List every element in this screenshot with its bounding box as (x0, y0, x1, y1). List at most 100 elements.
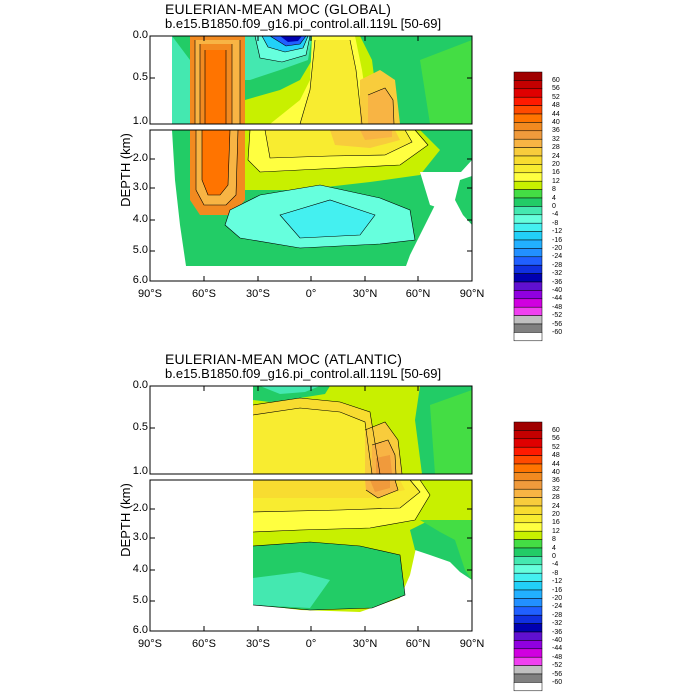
colorbar-level-label: -16 (552, 236, 563, 244)
colorbar-level-label: -48 (552, 653, 563, 661)
x-tick-label: 0° (305, 638, 317, 650)
colorbar-level-label: 12 (552, 527, 560, 535)
colorbar-level-label: 0 (552, 202, 556, 210)
colorbar-swatch (513, 71, 543, 81)
colorbar-level-label: 28 (552, 144, 560, 152)
colorbar-swatch (513, 673, 543, 683)
y-tick-label: 6.0 (132, 274, 148, 286)
colorbar-swatch (513, 497, 543, 507)
colorbar-swatch (513, 623, 543, 633)
moc-contour-plot (149, 35, 473, 282)
colorbar-swatch (513, 430, 543, 440)
panel-global: EULERIAN-MEAN MOC (GLOBAL) b.e15.B1850.f… (118, 1, 563, 342)
y-tick-label: 1.0 (132, 465, 148, 477)
y-tick-label: 4.0 (132, 563, 148, 575)
colorbar-swatch (513, 113, 543, 123)
y-tick-label: 3.0 (132, 181, 148, 193)
lower-field (172, 130, 472, 266)
colorbar-level-label: 4 (552, 544, 556, 552)
colorbar-swatch (513, 682, 543, 692)
colorbar-level-label: -52 (552, 662, 563, 670)
y-tick-label: 2.0 (132, 152, 148, 164)
colorbar-swatch (513, 122, 543, 132)
y-tick-label: 3.0 (132, 531, 148, 543)
colorbar-level-label: -4 (552, 211, 559, 219)
colorbar-swatch (513, 522, 543, 532)
colorbar-level-label: 48 (552, 452, 560, 460)
colorbar-level-label: 40 (552, 468, 560, 476)
colorbar-level-label: 20 (552, 160, 560, 168)
colorbar (513, 71, 543, 342)
colorbar-level-label: 32 (552, 485, 560, 493)
y-tick-label: 5.0 (132, 594, 148, 606)
colorbar-level-label: 52 (552, 443, 560, 451)
colorbar-swatch (513, 488, 543, 498)
x-tick-label: 30°N (352, 638, 378, 650)
colorbar-swatch (513, 147, 543, 157)
y-tick-label: 0.0 (132, 29, 148, 41)
colorbar-level-label: -24 (552, 253, 563, 261)
colorbar-swatch (513, 455, 543, 465)
chart-title: EULERIAN-MEAN MOC (GLOBAL) (165, 1, 392, 17)
colorbar-swatch (513, 264, 543, 274)
colorbar-level-label: -16 (552, 586, 563, 594)
colorbar-swatch (513, 298, 543, 308)
x-tick-label: 0° (305, 288, 317, 300)
colorbar-level-label: 32 (552, 135, 560, 143)
y-tick-label: 4.0 (132, 213, 148, 225)
colorbar-swatch (513, 80, 543, 90)
colorbar-level-label: 4 (552, 194, 556, 202)
y-tick-label: 2.0 (132, 502, 148, 514)
x-tick-label: 90°N (459, 638, 485, 650)
colorbar-level-label: -60 (552, 328, 563, 336)
colorbar-level-label: -32 (552, 620, 563, 628)
colorbar-level-label: -8 (552, 569, 559, 577)
x-tick-label: 90°N (459, 288, 485, 300)
colorbar-swatch (513, 581, 543, 591)
upper-field (172, 36, 472, 124)
x-tick-label: 60°N (405, 638, 431, 650)
colorbar-swatch (513, 306, 543, 316)
panel-atlantic: EULERIAN-MEAN MOC (ATLANTIC) b.e15.B1850… (0, 350, 700, 700)
colorbar-swatch (513, 614, 543, 624)
colorbar-swatch (513, 514, 543, 524)
x-tick-label: 30°N (352, 288, 378, 300)
colorbar-swatch (513, 164, 543, 174)
colorbar-level-label: 52 (552, 93, 560, 101)
colorbar-swatch (513, 421, 543, 431)
colorbar-level-label: 36 (552, 477, 560, 485)
colorbar-level-label: -20 (552, 244, 563, 252)
colorbar-level-label: 20 (552, 510, 560, 518)
colorbar-swatch (513, 556, 543, 566)
colorbar-level-label: -28 (552, 261, 563, 269)
colorbar-level-label: 16 (552, 169, 560, 177)
colorbar-swatch (513, 206, 543, 216)
colorbar-swatch (513, 256, 543, 266)
colorbar-level-label: -40 (552, 286, 563, 294)
y-tick-label: 0.0 (132, 379, 148, 391)
colorbar-swatch (513, 631, 543, 641)
colorbar-level-label: 28 (552, 494, 560, 502)
colorbar-swatch (513, 189, 543, 199)
colorbar-swatch (513, 446, 543, 456)
colorbar-swatch (513, 290, 543, 300)
x-tick-label: 30°S (246, 288, 270, 300)
colorbar-level-label: -12 (552, 578, 563, 586)
colorbar-swatch (513, 155, 543, 165)
colorbar-swatch (513, 332, 543, 342)
colorbar-swatch (513, 572, 543, 582)
colorbar-level-label: 24 (552, 152, 560, 160)
colorbar-level-label: -36 (552, 628, 563, 636)
colorbar-swatch (513, 180, 543, 190)
colorbar-level-label: 16 (552, 519, 560, 527)
colorbar-level-label: -36 (552, 278, 563, 286)
colorbar-swatch (513, 539, 543, 549)
lower-field (253, 480, 472, 612)
x-tick-label: 30°S (246, 638, 270, 650)
colorbar-level-label: 0 (552, 552, 556, 560)
colorbar-swatch (513, 640, 543, 650)
x-tick-label: 90°S (138, 288, 162, 300)
y-tick-label: 0.5 (132, 71, 148, 83)
colorbar-swatch (513, 105, 543, 115)
colorbar-swatch (513, 96, 543, 106)
